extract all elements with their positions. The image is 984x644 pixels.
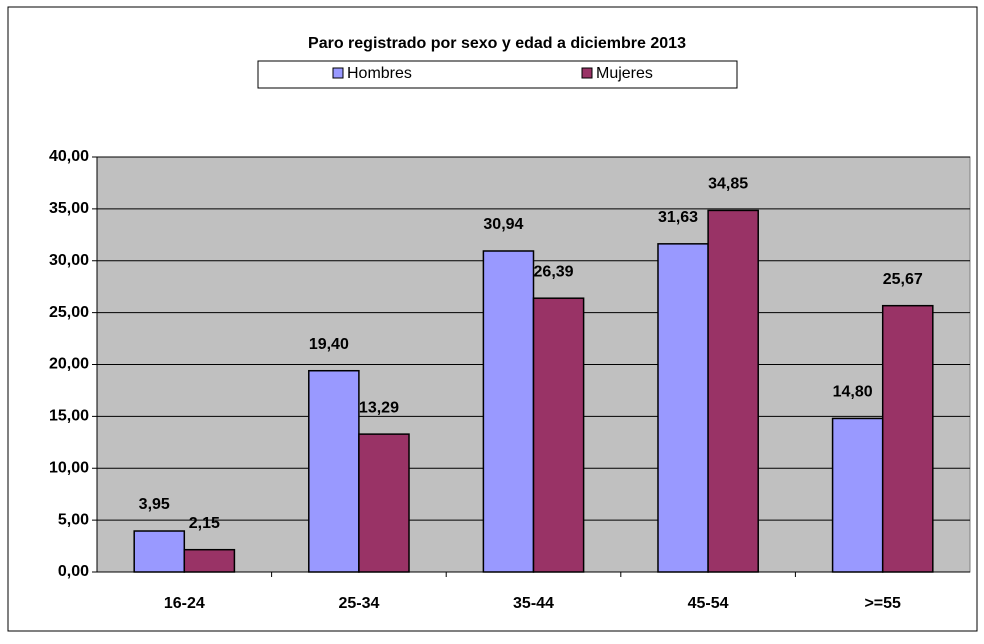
y-tick-label: 20,00	[49, 356, 89, 373]
value-label: 14,80	[833, 384, 873, 401]
value-label: 30,94	[483, 216, 523, 233]
y-tick-label: 25,00	[49, 304, 89, 321]
bar	[532, 297, 585, 573]
y-tick-label: 30,00	[49, 252, 89, 269]
legend-swatch	[332, 67, 344, 79]
y-tick-label: 35,00	[49, 200, 89, 217]
bar	[881, 304, 934, 573]
x-tick-label: 35-44	[513, 595, 554, 612]
chart-title: Paro registrado por sexo y edad a diciem…	[308, 35, 686, 52]
bar	[831, 417, 884, 573]
x-tick-label: >=55	[864, 595, 901, 612]
value-label: 25,67	[883, 271, 923, 288]
value-label: 26,39	[534, 263, 574, 280]
x-tick-label: 25-34	[338, 595, 379, 612]
bar	[358, 433, 410, 573]
legend	[257, 60, 738, 89]
bar	[707, 209, 759, 573]
x-tick-label: 45-54	[688, 595, 729, 612]
bar	[482, 250, 535, 573]
legend-swatch	[581, 67, 593, 79]
x-tick-label: 16-24	[164, 595, 205, 612]
y-tick-label: 40,00	[49, 148, 89, 165]
value-label: 13,29	[359, 399, 399, 416]
value-label: 34,85	[708, 176, 748, 193]
bar	[183, 548, 236, 573]
legend-label: Mujeres	[596, 65, 653, 82]
bar	[133, 530, 186, 573]
y-tick-label: 0,00	[58, 563, 89, 580]
bar	[308, 369, 360, 573]
legend-label: Hombres	[347, 65, 412, 82]
value-label: 19,40	[309, 336, 349, 353]
y-tick-label: 5,00	[58, 511, 89, 528]
value-label: 31,63	[658, 209, 698, 226]
value-label: 2,15	[189, 515, 220, 532]
y-tick-label: 10,00	[49, 459, 89, 476]
value-label: 3,95	[139, 496, 170, 513]
bar	[657, 243, 709, 573]
y-tick-label: 15,00	[49, 408, 89, 425]
